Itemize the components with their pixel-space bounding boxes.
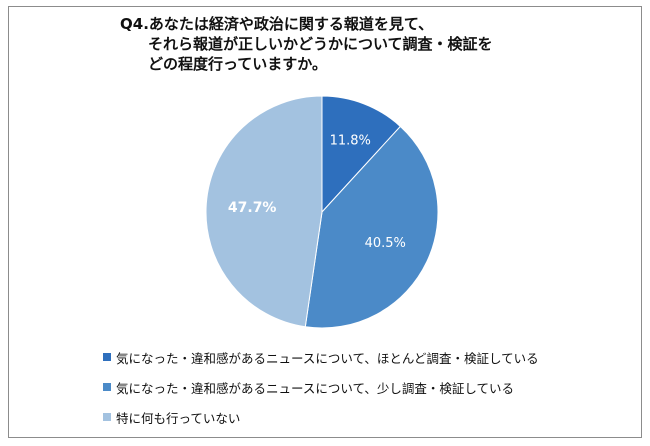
chart-title-line-2: それら報道が正しいかどうかについて調査・検証を <box>148 35 493 53</box>
legend-item: 気になった・違和感があるニュースについて、少し調査・検証している <box>103 372 539 402</box>
chart-title: Q4.あなたは経済や政治に関する報道を見て、 それら報道が正しいかどうかについて… <box>120 14 560 74</box>
legend-item: 特に何も行っていない <box>103 402 539 432</box>
slice-data-label: 40.5% <box>365 236 406 251</box>
slice-data-label: 47.7% <box>228 200 277 216</box>
chart-title-line-1: Q4.あなたは経済や政治に関する報道を見て、 <box>120 15 434 33</box>
legend-label: 気になった・違和感があるニュースについて、ほとんど調査・検証している <box>116 350 539 366</box>
legend-swatch <box>103 353 111 361</box>
legend-swatch <box>103 383 111 391</box>
chart-legend: 気になった・違和感があるニュースについて、ほとんど調査・検証している 気になった… <box>103 342 539 432</box>
chart-title-line-3: どの程度行っていますか。 <box>148 55 327 73</box>
pie-slice <box>205 95 323 328</box>
legend-item: 気になった・違和感があるニュースについて、ほとんど調査・検証している <box>103 342 539 372</box>
pie-slice <box>304 125 439 329</box>
slice-data-label: 11.8% <box>330 133 371 148</box>
legend-swatch <box>103 413 111 421</box>
legend-label: 特に何も行っていない <box>116 410 241 426</box>
pie-slice <box>321 95 402 214</box>
legend-label: 気になった・違和感があるニュースについて、少し調査・検証している <box>116 380 515 396</box>
